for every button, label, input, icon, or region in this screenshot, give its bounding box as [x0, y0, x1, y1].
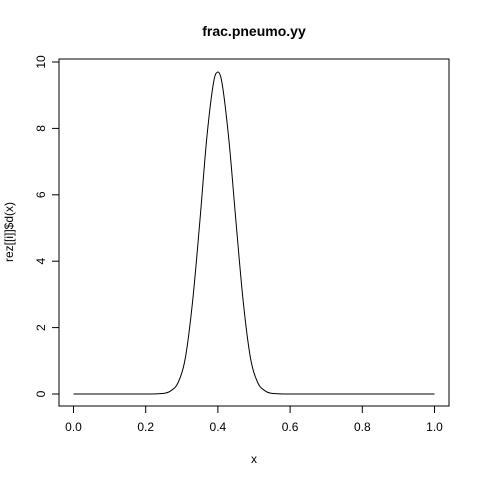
y-tick-label: 10	[34, 55, 48, 69]
y-tick-label: 2	[34, 324, 48, 331]
y-tick-label: 4	[34, 258, 48, 265]
chart-title: frac.pneumo.yy	[202, 23, 306, 39]
y-tick-label: 8	[34, 125, 48, 132]
x-tick-label: 0.2	[137, 420, 154, 434]
y-tick-label: 0	[34, 390, 48, 397]
x-tick-label: 0.8	[354, 420, 371, 434]
x-tick-label: 1.0	[426, 420, 443, 434]
x-tick-label: 0.0	[65, 420, 82, 434]
y-axis-label: rez[[i]]$d(x)	[2, 202, 16, 262]
x-tick-label: 0.4	[210, 420, 227, 434]
x-axis-label: x	[251, 452, 257, 466]
series-line	[73, 71, 435, 395]
x-axis: 0.0 0.2 0.4 0.6 0.8 1.0	[65, 405, 443, 434]
x-tick-label: 0.6	[282, 420, 299, 434]
plot-frame	[58, 58, 450, 407]
y-tick-label: 6	[34, 191, 48, 198]
y-axis: 0 2 4 6 8 10	[34, 55, 60, 397]
